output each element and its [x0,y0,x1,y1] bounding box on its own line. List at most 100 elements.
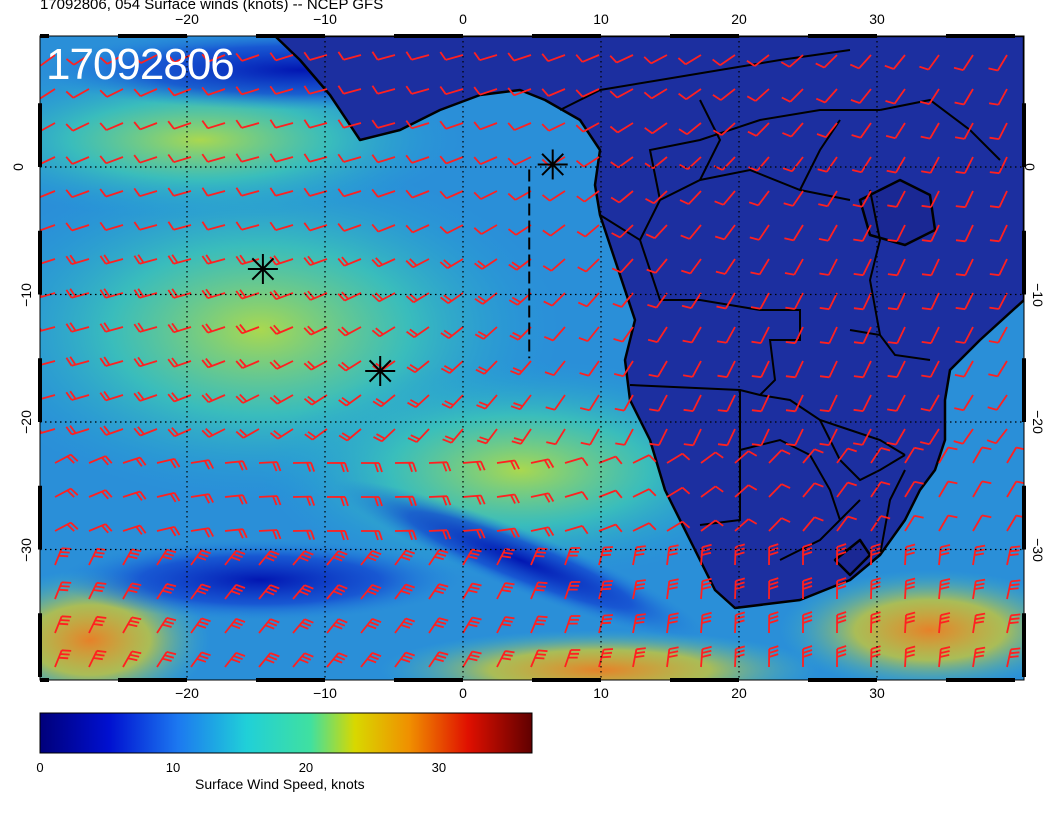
wind-barb [818,190,838,208]
wind-barb [201,86,226,96]
wind-barb [921,360,940,378]
wind-barb [921,190,940,208]
wind-barb [785,292,804,310]
wind-barb [989,190,1008,209]
wind-barb [632,522,657,532]
wind-barb [938,612,951,634]
wind-barb [609,54,634,64]
wind-barb [853,258,872,277]
wind-barb [751,428,770,447]
wind-barb [292,461,316,472]
wind-barb [201,53,226,63]
colorbar-tick-label: 10 [165,760,181,775]
wind-barb [269,394,294,405]
wind-barb [360,584,382,600]
wind-barb [751,394,770,413]
wind-barb [541,122,566,132]
wind-barb [921,156,940,174]
wind-barb [575,88,600,98]
wind-barb [768,449,791,464]
wind-barb [326,618,348,634]
wind-barb [360,652,382,668]
wind-barb [224,549,246,566]
wind-barb [700,611,712,634]
wind-barb [439,120,464,130]
wind-barb [258,618,280,634]
wind-barb [904,577,916,600]
wind-barb [887,258,906,277]
wind-barb [167,87,192,97]
wind-barb [747,122,770,137]
wind-barb [292,584,314,600]
wind-barb [40,292,56,299]
wind-barb [712,88,736,101]
wind-barb [371,188,396,198]
wind-barb [921,258,940,277]
wind-barb [65,88,90,99]
wind-barb [40,224,56,232]
wind-barb [816,122,838,139]
wind-barb [269,221,294,231]
wind-barb [337,326,362,337]
wind-barb [122,548,142,566]
wind-barb [99,254,124,265]
wind-barb [326,496,349,507]
wind-barb [428,617,449,634]
wind-barb [750,292,770,310]
wind-barb [394,549,415,566]
wind-barb [476,394,498,410]
wind-barb [681,258,702,275]
wind-barb [167,357,192,368]
wind-barb [258,529,282,540]
wind-barb [371,154,396,164]
wind-barb [88,523,113,534]
colorbar-tick-label: 0 [36,760,44,775]
wind-barb [292,652,314,668]
wind-barb [781,88,804,103]
wind-barb [292,550,314,566]
wind-barb [700,645,712,668]
wind-barb [717,428,736,447]
wind-barb [473,190,498,200]
wind-barb [54,521,79,532]
wind-barb [648,360,668,378]
wind-barb [88,455,113,466]
wind-barb [337,119,362,129]
wind-barb [40,190,56,199]
wind-barb [235,86,260,96]
wind-barb [530,492,555,503]
latitude-tick-label: −20 [17,410,34,434]
wind-barb [167,221,192,231]
wind-barb [201,392,226,404]
wind-barb [632,613,646,634]
wind-barb [235,52,260,62]
wind-barb [99,155,124,165]
wind-barb [99,390,124,402]
wind-barb [785,326,804,345]
wind-barb [646,258,668,274]
wind-barb [953,428,974,445]
latitude-tick-label: −10 [1029,282,1046,307]
wind-barb [462,616,482,634]
site-marker [537,149,568,180]
wind-barb [870,543,881,566]
wind-barb [853,292,872,311]
wind-barb [886,428,906,446]
wind-barb [919,54,940,71]
wind-barb [541,190,566,202]
wind-barb [954,122,974,140]
wind-barb [439,258,464,269]
wind-barb [904,480,924,498]
wind-barb [683,394,702,412]
wind-barb [507,52,532,62]
wind-barb [938,446,958,464]
wind-barb [579,394,600,412]
wind-barb [887,394,906,412]
wind-barb [643,88,668,100]
wind-barb [394,529,417,541]
longitude-tick-label: −20 [175,11,199,27]
wind-barb [734,577,746,600]
wind-barb [122,524,147,535]
wind-barb [853,394,872,412]
wind-barb [611,258,634,274]
